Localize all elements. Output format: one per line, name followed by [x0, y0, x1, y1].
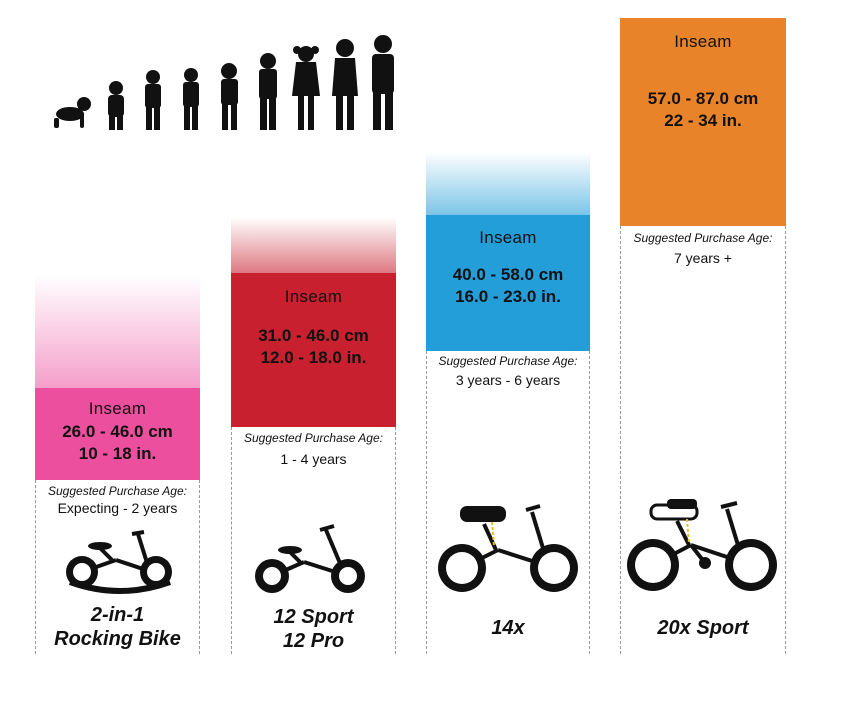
suggested-age-value: Expecting - 2 years	[57, 500, 178, 516]
inseam-inches: 22 - 34 in.	[664, 111, 742, 130]
inseam-cm: 40.0 - 58.0 cm	[452, 265, 564, 284]
model-name: 14x	[426, 616, 590, 640]
model-line1: 20x Sport	[657, 617, 749, 639]
inseam-inches: 12.0 - 18.0 in.	[260, 348, 367, 367]
suggested-age-label: Suggested Purchase Age:	[244, 431, 383, 445]
inseam-box: Inseam 40.0 - 58.0 cm 16.0 - 23.0 in.	[426, 215, 590, 351]
balance-bike-with-seat-icon	[438, 504, 578, 592]
child-growth-silhouettes-icon	[54, 35, 394, 130]
inseam-label: Inseam	[88, 399, 147, 418]
inseam-range-fade	[426, 152, 590, 215]
suggested-age-value: 3 years - 6 years	[455, 372, 561, 388]
inseam-inches: 10 - 18 in.	[78, 444, 157, 463]
inseam-cm: 31.0 - 46.0 cm	[258, 326, 369, 345]
suggested-age-value: 7 years +	[674, 250, 732, 266]
inseam-cm: 26.0 - 46.0 cm	[62, 422, 173, 441]
inseam-label: Inseam	[284, 287, 343, 306]
pedal-bike-icon	[627, 499, 777, 591]
model-line1: 12 Sport	[273, 606, 354, 628]
inseam-range-fade	[231, 217, 396, 273]
model-name: 12 Sport 12 Pro	[231, 605, 396, 653]
model-name: 20x Sport	[620, 616, 786, 640]
model-line1: 2-in-1	[90, 604, 145, 626]
inseam-box: Inseam 31.0 - 46.0 cm 12.0 - 18.0 in.	[231, 273, 396, 427]
inseam-cm: 57.0 - 87.0 cm	[647, 89, 759, 108]
balance-bike-icon	[255, 524, 365, 593]
suggested-age-value: 1 - 4 years	[280, 451, 347, 467]
model-name: 2-in-1 Rocking Bike	[35, 603, 200, 651]
suggested-age-label: Suggested Purchase Age:	[438, 354, 578, 368]
inseam-inches: 16.0 - 23.0 in.	[455, 287, 561, 306]
rocking-balance-bike-icon	[66, 530, 172, 594]
column-dashed-border	[35, 480, 200, 654]
inseam-label: Inseam	[674, 32, 732, 51]
suggested-age-label: Suggested Purchase Age:	[48, 484, 187, 498]
column-dashed-border	[620, 226, 786, 654]
inseam-range-fade	[35, 275, 200, 388]
column-dashed-border	[231, 427, 396, 654]
model-line2: 12 Pro	[282, 630, 345, 652]
inseam-box: Inseam 26.0 - 46.0 cm 10 - 18 in.	[35, 388, 200, 480]
column-dashed-border	[426, 351, 590, 654]
inseam-label: Inseam	[479, 228, 537, 247]
model-line1: 14x	[491, 617, 525, 639]
inseam-box: Inseam 57.0 - 87.0 cm 22 - 34 in.	[620, 18, 786, 226]
suggested-age-label: Suggested Purchase Age:	[633, 231, 773, 245]
model-line2: Rocking Bike	[54, 628, 181, 650]
